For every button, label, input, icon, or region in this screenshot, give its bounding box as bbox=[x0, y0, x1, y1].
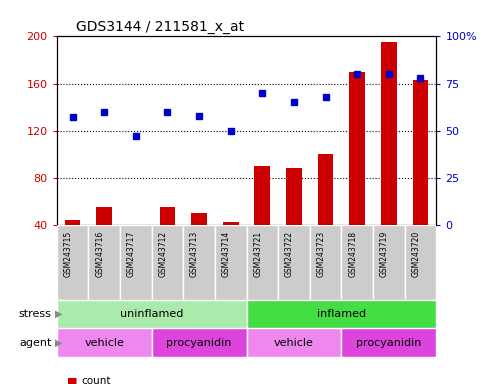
Bar bbox=[246, 328, 341, 357]
Text: ■: ■ bbox=[67, 376, 77, 384]
Text: GSM243714: GSM243714 bbox=[222, 231, 231, 277]
Bar bbox=[310, 225, 341, 300]
Text: agent: agent bbox=[19, 338, 52, 348]
Text: GSM243715: GSM243715 bbox=[64, 231, 72, 277]
Bar bbox=[160, 207, 176, 225]
Text: GSM243720: GSM243720 bbox=[412, 231, 421, 277]
Bar bbox=[152, 328, 246, 357]
Text: ▶: ▶ bbox=[55, 338, 63, 348]
Bar bbox=[286, 168, 302, 225]
Text: GSM243712: GSM243712 bbox=[158, 231, 168, 277]
Bar bbox=[215, 225, 246, 300]
Bar bbox=[96, 207, 112, 225]
Text: vehicle: vehicle bbox=[84, 338, 124, 348]
Bar bbox=[183, 225, 215, 300]
Bar bbox=[152, 225, 183, 300]
Bar bbox=[341, 225, 373, 300]
Bar bbox=[120, 225, 152, 300]
Text: uninflamed: uninflamed bbox=[120, 309, 183, 319]
Bar bbox=[88, 225, 120, 300]
Text: ▶: ▶ bbox=[55, 309, 63, 319]
Text: vehicle: vehicle bbox=[274, 338, 314, 348]
Text: count: count bbox=[81, 376, 111, 384]
Bar bbox=[373, 225, 405, 300]
Bar bbox=[254, 166, 270, 225]
Text: GSM243716: GSM243716 bbox=[95, 231, 104, 277]
Text: procyanidin: procyanidin bbox=[166, 338, 232, 348]
Text: inflamed: inflamed bbox=[317, 309, 366, 319]
Text: procyanidin: procyanidin bbox=[356, 338, 422, 348]
Bar bbox=[278, 225, 310, 300]
Bar bbox=[223, 222, 239, 225]
Text: GDS3144 / 211581_x_at: GDS3144 / 211581_x_at bbox=[76, 20, 244, 34]
Text: GSM243717: GSM243717 bbox=[127, 231, 136, 277]
Bar bbox=[246, 225, 278, 300]
Text: GSM243722: GSM243722 bbox=[285, 231, 294, 277]
Bar bbox=[57, 300, 246, 328]
Bar bbox=[57, 225, 88, 300]
Bar bbox=[413, 80, 428, 225]
Text: GSM243721: GSM243721 bbox=[253, 231, 262, 277]
Bar bbox=[57, 328, 152, 357]
Text: stress: stress bbox=[19, 309, 52, 319]
Text: GSM243718: GSM243718 bbox=[348, 231, 357, 277]
Bar bbox=[65, 220, 80, 225]
Bar bbox=[405, 225, 436, 300]
Bar bbox=[350, 72, 365, 225]
Text: GSM243713: GSM243713 bbox=[190, 231, 199, 277]
Bar bbox=[381, 42, 397, 225]
Bar bbox=[317, 154, 333, 225]
Bar bbox=[191, 213, 207, 225]
Text: GSM243719: GSM243719 bbox=[380, 231, 389, 277]
Bar bbox=[246, 300, 436, 328]
Text: GSM243723: GSM243723 bbox=[317, 231, 325, 277]
Bar bbox=[341, 328, 436, 357]
